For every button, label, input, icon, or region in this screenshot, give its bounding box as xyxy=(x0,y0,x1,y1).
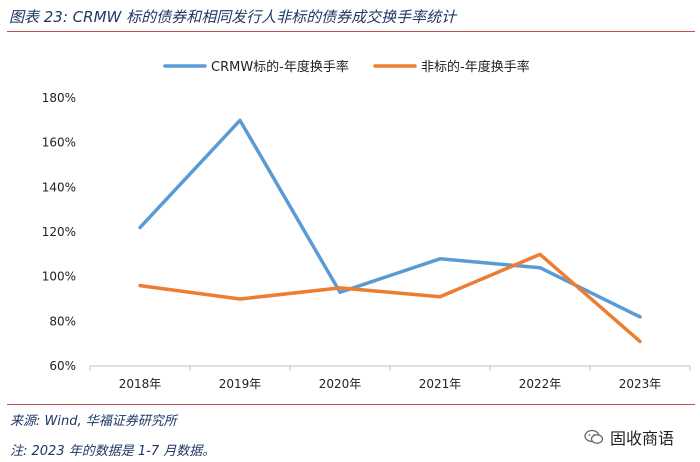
y-tick-label: 100% xyxy=(42,270,76,284)
legend: CRMW标的-年度换手率 非标的-年度换手率 xyxy=(163,59,530,75)
y-tick-label: 160% xyxy=(42,136,76,150)
wechat-icon xyxy=(584,429,604,444)
x-tick-label: 2019年 xyxy=(219,377,262,391)
y-axis: 60% 80% 100% 120% 140% 160% 180% xyxy=(42,91,76,373)
legend-label: CRMW标的-年度换手率 xyxy=(211,59,349,75)
y-tick-label: 180% xyxy=(42,91,76,105)
y-tick-label: 60% xyxy=(49,359,76,373)
x-axis: 2018年 2019年 2020年 2021年 2022年 2023年 xyxy=(89,365,691,391)
x-tick-label: 2022年 xyxy=(519,377,562,391)
title-divider xyxy=(7,31,695,32)
x-tick-label: 2018年 xyxy=(119,377,162,391)
watermark-text: 固收商语 xyxy=(610,429,675,448)
x-tick-label: 2021年 xyxy=(419,377,462,391)
y-tick-label: 140% xyxy=(42,180,76,194)
x-tick-label: 2023年 xyxy=(619,377,662,391)
source-note: 来源: Wind, 华福证券研究所 xyxy=(10,414,177,429)
series-line-2 xyxy=(138,252,642,344)
chart-title: 图表 23: CRMW 标的债券和相同发行人非标的债券成交换手率统计 xyxy=(9,8,457,26)
footer-divider xyxy=(7,404,695,405)
line-chart: CRMW标的-年度换手率 非标的-年度换手率 60% 80% 100% 120% 140%… xyxy=(42,59,691,391)
plot-area xyxy=(138,118,642,344)
footnote: 注: 2023 年的数据是 1-7 月数据。 xyxy=(10,444,216,459)
series-line-1 xyxy=(138,118,642,319)
y-tick-label: 80% xyxy=(49,314,76,328)
y-tick-label: 120% xyxy=(42,225,76,239)
legend-label: 非标的-年度换手率 xyxy=(421,59,530,75)
watermark: 固收商语 xyxy=(584,425,674,449)
x-tick-label: 2020年 xyxy=(319,377,362,391)
